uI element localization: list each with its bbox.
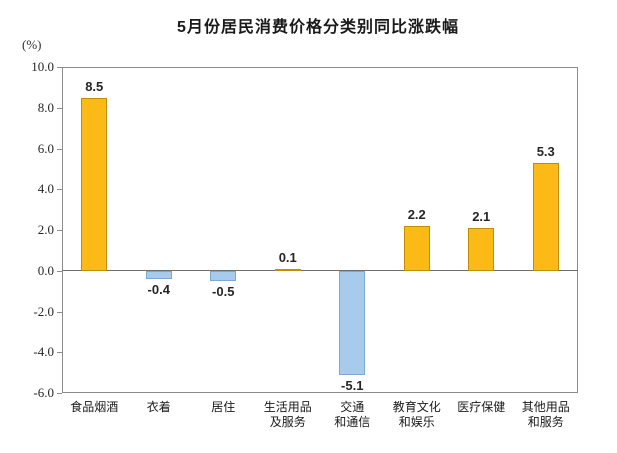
value-label: 0.1	[278, 249, 297, 265]
y-axis-tick-mark	[57, 107, 62, 109]
y-axis-tick-mark	[57, 189, 62, 191]
x-axis-category-label: 衣着	[126, 400, 192, 415]
y-axis-tick-label: 8.0	[37, 99, 54, 115]
y-axis-tick-label: 10.0	[31, 59, 54, 74]
value-label: 2.2	[407, 206, 426, 222]
x-axis-category-label-line: 居住	[211, 400, 236, 414]
value-label: -0.5	[212, 283, 235, 299]
value-label: -5.1	[341, 377, 364, 393]
y-axis-tick-label: 6.0	[37, 140, 54, 156]
bar-生活用品及服务	[274, 268, 301, 271]
y-axis-unit-label: (%)	[22, 37, 42, 52]
value-label: 8.5	[85, 78, 104, 94]
bar-居住	[210, 270, 237, 281]
value-label: 5.3	[536, 143, 555, 159]
y-axis-tick-mark	[57, 352, 62, 354]
x-axis-category-label-line: 交通	[340, 400, 365, 414]
x-axis-category-label-line: 和服务	[527, 415, 564, 429]
x-axis-category-label: 其他用品 和服务	[513, 400, 579, 430]
y-axis-tick-mark	[57, 67, 62, 68]
y-axis-tick-mark	[57, 311, 62, 313]
bar-食品烟酒	[81, 97, 108, 271]
y-axis-tick-mark	[57, 148, 62, 150]
y-axis-tick-label: -4.0	[33, 344, 54, 360]
x-axis-category-label-line: 其他用品	[521, 400, 570, 414]
y-axis-tick-label: 4.0	[37, 181, 54, 197]
x-axis-category-label-line: 教育文化	[392, 400, 441, 414]
bar-衣着	[145, 270, 172, 279]
x-axis-category-label-line: 及服务	[269, 415, 306, 429]
bar-教育文化和娱乐	[403, 225, 430, 271]
y-axis-tick-label: -6.0	[33, 385, 54, 400]
bar-其他用品和服务	[532, 162, 559, 271]
y-axis-tick-label: 0.0	[37, 262, 54, 278]
y-axis-tick-mark	[57, 393, 62, 394]
value-label: 2.1	[472, 208, 491, 224]
x-axis-category-label: 食品烟酒	[61, 400, 127, 415]
x-axis-category-label: 生活用品 及服务	[255, 400, 321, 430]
x-axis-category-label-line: 和娱乐	[398, 415, 435, 429]
x-axis-category-label-line: 食品烟酒	[70, 400, 119, 414]
bar-医疗保健	[468, 227, 495, 271]
y-axis-tick-mark	[57, 270, 62, 272]
plot-area	[62, 67, 578, 393]
y-axis-tick-label: -2.0	[33, 303, 54, 319]
x-axis-category-label: 居住	[190, 400, 256, 415]
x-axis-category-label: 医疗保健	[448, 400, 514, 415]
y-axis-tick-label: 2.0	[37, 222, 54, 237]
value-label: -0.4	[147, 281, 170, 297]
bar-交通和通信	[339, 270, 366, 375]
x-axis-category-label: 交通 和通信	[319, 400, 385, 430]
x-axis-category-label-line: 衣着	[146, 400, 171, 414]
x-axis-category-label: 教育文化 和娱乐	[384, 400, 450, 430]
x-axis-category-label-line: 生活用品	[263, 400, 312, 414]
y-axis-tick-mark	[57, 230, 62, 231]
x-axis-category-label-line: 医疗保健	[457, 400, 506, 414]
x-axis-category-label-line: 和通信	[334, 415, 371, 429]
chart-title: 5月份居民消费价格分类别同比涨跌幅	[177, 19, 459, 36]
zero-axis-line	[62, 270, 578, 272]
